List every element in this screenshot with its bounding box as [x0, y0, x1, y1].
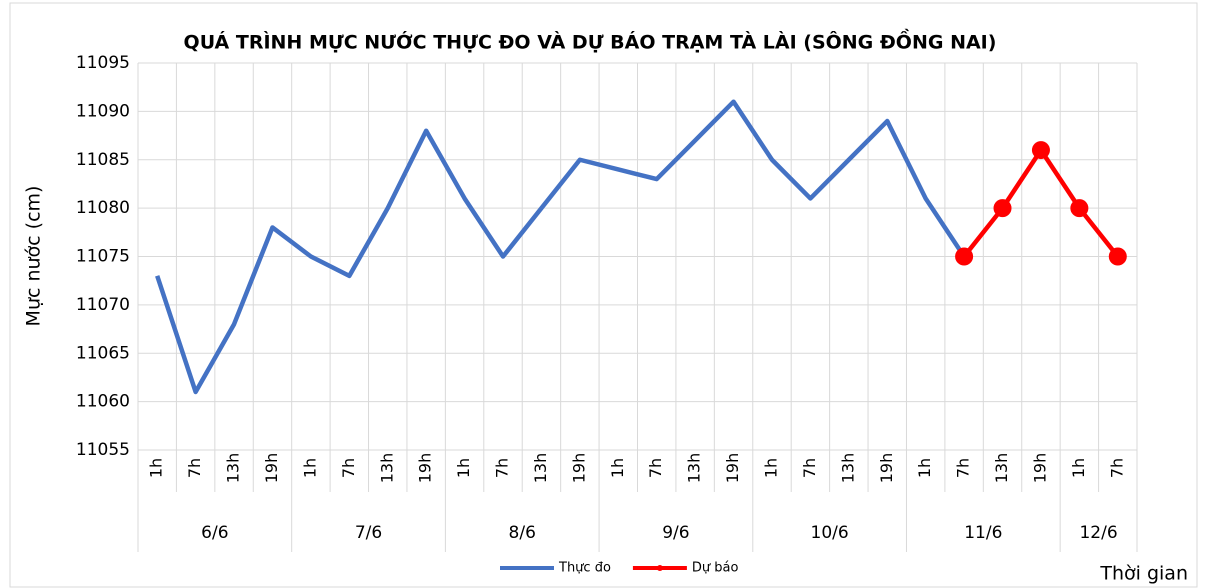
x-axis-label: Thời gian: [1099, 563, 1188, 585]
point: [993, 199, 1012, 218]
x-group-label: 6/6: [201, 523, 228, 543]
legend-label: Dự báo: [692, 561, 739, 576]
x-tick-label: 1h: [1069, 458, 1088, 478]
y-axis-label: Mực nước (cm): [23, 186, 45, 327]
y-tick-label: 11060: [76, 392, 130, 412]
x-tick-label: 13h: [838, 453, 857, 484]
y-tick-label: 11055: [76, 440, 130, 460]
y-tick-label: 11065: [76, 343, 130, 363]
legend-marker: [656, 565, 663, 571]
x-tick-label: 1h: [761, 458, 780, 478]
point: [955, 247, 974, 266]
x-group-label: 12/6: [1079, 523, 1117, 543]
point: [1070, 199, 1089, 218]
y-tick-label: 11070: [76, 295, 130, 315]
x-tick-label: 19h: [416, 453, 435, 484]
x-group-label: 8/6: [509, 523, 536, 543]
point: [1031, 141, 1050, 160]
series-line: [155, 99, 966, 395]
x-tick-label: 13h: [685, 453, 704, 484]
x-tick-label: 1h: [147, 458, 166, 478]
x-tick-label: 7h: [493, 458, 512, 478]
y-tick-label: 11095: [76, 53, 130, 73]
legend-label: Thực đo: [558, 561, 611, 576]
x-tick-label: 1h: [300, 458, 319, 478]
chart-border: [9, 2, 1198, 588]
x-tick-label: 1h: [454, 458, 473, 478]
x-tick-label: 13h: [531, 453, 550, 484]
x-group-label: 11/6: [964, 523, 1002, 543]
x-tick-label: 13h: [377, 453, 396, 484]
x-tick-label: 19h: [262, 453, 281, 484]
y-tick-label: 11090: [76, 101, 130, 121]
x-group-label: 10/6: [811, 523, 849, 543]
y-tick-label: 11075: [76, 247, 130, 267]
x-tick-label: 7h: [646, 458, 665, 478]
x-tick-label: 19h: [723, 453, 742, 484]
x-tick-label: 7h: [1107, 458, 1126, 478]
x-tick-label: 7h: [339, 458, 358, 478]
y-tick-label: 11080: [76, 198, 130, 218]
x-group-label: 9/6: [662, 523, 689, 543]
y-tick-label: 11085: [76, 150, 130, 170]
x-tick-label: 1h: [608, 458, 627, 478]
x-tick-label: 7h: [185, 458, 204, 478]
x-tick-label: 19h: [877, 453, 896, 484]
x-tick-label: 7h: [954, 458, 973, 478]
x-tick-label: 1h: [915, 458, 934, 478]
x-tick-label: 7h: [800, 458, 819, 478]
x-tick-label: 19h: [569, 453, 588, 484]
x-tick-label: 13h: [992, 453, 1011, 484]
point: [1108, 247, 1127, 266]
x-group-label: 7/6: [355, 523, 382, 543]
x-tick-label: 19h: [1030, 453, 1049, 484]
x-tick-label: 13h: [224, 453, 243, 484]
chart-title: QUÁ TRÌNH MỰC NƯỚC THỰC ĐO VÀ DỰ BÁO TRẠ…: [184, 28, 997, 54]
